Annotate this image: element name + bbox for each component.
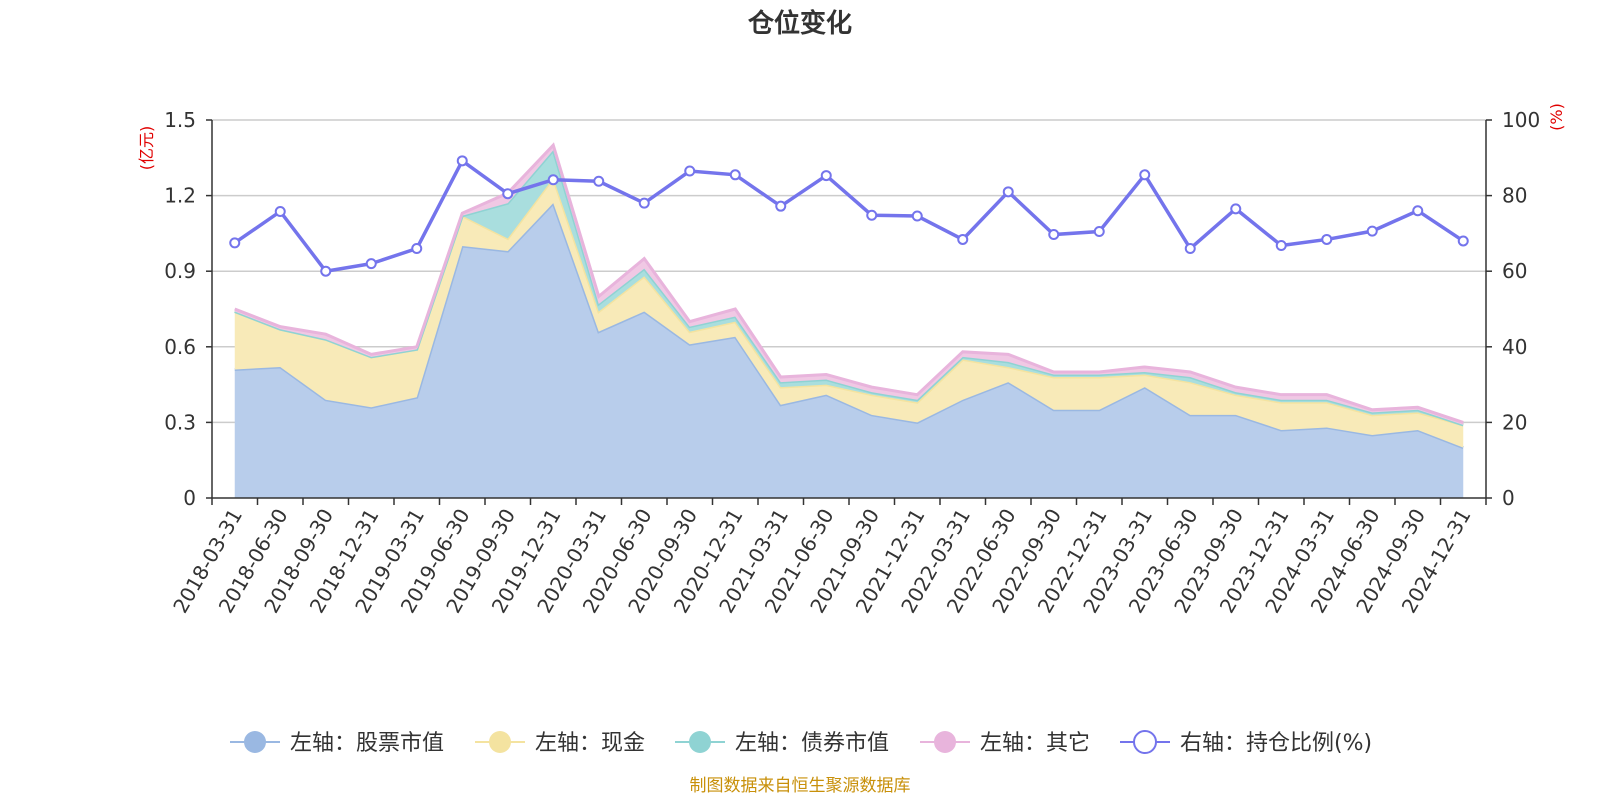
ratio-point [1139, 169, 1151, 181]
ratio-point [502, 188, 514, 200]
ratio-point [638, 197, 650, 209]
right-axis-tick-label: 0 [1502, 486, 1515, 510]
ratio-point [1093, 226, 1105, 238]
ratio-point [684, 165, 696, 177]
left-axis-tick-label: 0.9 [164, 259, 196, 283]
ratio-line-path [233, 158, 1465, 274]
area-line-3 [234, 142, 1464, 424]
left-axis-tick-label: 0.6 [164, 335, 196, 359]
right-axis-tick-label: 20 [1502, 410, 1527, 434]
legend-label: 左轴：股票市值 [290, 731, 444, 756]
left-axis-tick-label: 0.3 [164, 410, 196, 434]
ratio-point [1412, 205, 1424, 217]
data-source-note: 制图数据来自恒生聚源数据库 [690, 776, 911, 796]
left-axis-tick-label: 1.2 [164, 184, 196, 208]
legend-marker [934, 731, 956, 753]
left-axis-unit: (亿元) [137, 126, 156, 171]
legend-item-2: 左轴：债券市值 [675, 731, 889, 756]
stacked-areas [234, 142, 1464, 498]
legend-label: 左轴：债券市值 [735, 731, 889, 756]
legend-item-1: 左轴：现金 [475, 731, 645, 756]
ratio-point [274, 205, 286, 217]
area-0 [234, 203, 1464, 498]
ratio-point [1457, 235, 1469, 247]
ratio-point [911, 210, 923, 222]
ratio-point [866, 209, 878, 221]
right-axis-tick-label: 80 [1502, 184, 1527, 208]
right-axis-tick-label: 100 [1502, 108, 1540, 132]
legend-marker [689, 731, 711, 753]
ratio-point [1275, 239, 1287, 251]
ratio-point [820, 170, 832, 182]
holding-ratio-line [229, 155, 1469, 277]
legend-item-0: 左轴：股票市值 [230, 731, 444, 756]
legend-marker [244, 731, 266, 753]
legend-item-3: 左轴：其它 [920, 731, 1090, 756]
ratio-point [365, 258, 377, 270]
left-axis-tick-label: 1.5 [164, 108, 196, 132]
ratio-point [775, 200, 787, 212]
ratio-point [411, 243, 423, 255]
legend-marker [489, 731, 511, 753]
right-axis-tick-label: 40 [1502, 335, 1527, 359]
legend-label: 左轴：现金 [535, 731, 645, 756]
chart-title: 仓位变化 [747, 8, 852, 39]
legend-label: 左轴：其它 [980, 731, 1090, 756]
ratio-point [729, 169, 741, 181]
ratio-point [1184, 243, 1196, 255]
right-axis-unit: (%) [1547, 103, 1566, 131]
legend-item-4: 右轴：持仓比例(%) [1120, 730, 1372, 756]
legend: 左轴：股票市值 左轴：现金 左轴：债券市值 左轴：其它 右轴：持仓比例(%) [230, 730, 1372, 756]
ratio-point [1230, 203, 1242, 215]
legend-marker [1133, 730, 1157, 754]
area-1 [234, 177, 1464, 448]
ratio-point [1002, 186, 1014, 198]
ratio-point [229, 237, 241, 249]
ratio-point [1048, 229, 1060, 241]
ratio-point [957, 233, 969, 245]
ratio-point [1366, 225, 1378, 237]
ratio-point [593, 175, 605, 187]
ratio-point [547, 174, 559, 186]
ratio-point [320, 265, 332, 277]
ratio-point [456, 155, 468, 167]
legend-label: 右轴：持仓比例(%) [1180, 731, 1372, 756]
left-axis-tick-label: 0 [183, 486, 196, 510]
right-axis-tick-label: 60 [1502, 259, 1527, 283]
ratio-point [1321, 233, 1333, 245]
